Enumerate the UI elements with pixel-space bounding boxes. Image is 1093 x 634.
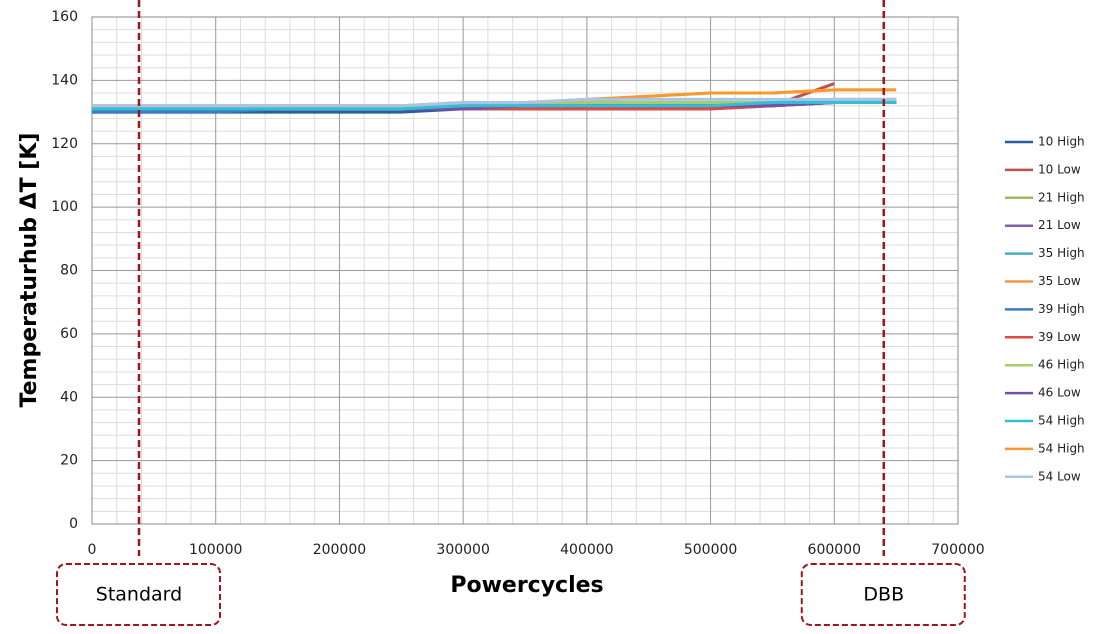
x-tick-label: 400000 (560, 542, 613, 558)
legend-label: 21 High (1038, 190, 1085, 204)
y-tick-label: 160 (51, 9, 78, 25)
plot-border (91, 16, 959, 525)
x-tick-label: 500000 (684, 542, 737, 558)
x-axis-label: Powercycles (450, 573, 603, 598)
legend-label: 39 Low (1038, 330, 1081, 344)
legend-label: 54 High (1038, 414, 1085, 428)
marker-label: Standard (96, 584, 182, 606)
legend-label: 54 High (1038, 441, 1085, 455)
legend-label: 21 Low (1038, 218, 1081, 232)
y-axis-label: Temperaturhub ΔT [K] (17, 133, 42, 408)
y-tick-label: 120 (51, 136, 78, 152)
series-line (92, 101, 897, 111)
y-tick-label: 0 (69, 516, 78, 532)
y-tick-label: 40 (60, 389, 78, 405)
y-tick-label: 80 (60, 263, 78, 279)
legend-label: 54 Low (1038, 469, 1081, 483)
legend-label: 46 High (1038, 358, 1085, 372)
y-tick-label: 140 (51, 72, 78, 88)
x-tick-label: 0 (88, 542, 97, 558)
marker-box (56, 563, 222, 626)
legend-label: 46 Low (1038, 386, 1081, 400)
legend-label: 10 Low (1038, 162, 1081, 176)
x-tick-label: 100000 (189, 542, 242, 558)
y-tick-label: 60 (60, 326, 78, 342)
series-line (92, 97, 897, 108)
marker-box (800, 563, 966, 626)
y-tick-label: 100 (51, 199, 78, 215)
y-tick-label: 20 (60, 453, 78, 469)
legend-label: 10 High (1038, 135, 1085, 149)
legend-label: 35 High (1038, 246, 1085, 260)
x-tick-label: 700000 (931, 542, 984, 558)
legend-label: 39 High (1038, 302, 1085, 316)
x-tick-label: 600000 (808, 542, 861, 558)
x-tick-label: 300000 (436, 542, 489, 558)
legend-label: 35 Low (1038, 274, 1081, 288)
marker-label: DBB (863, 584, 904, 606)
x-tick-label: 200000 (313, 542, 366, 558)
